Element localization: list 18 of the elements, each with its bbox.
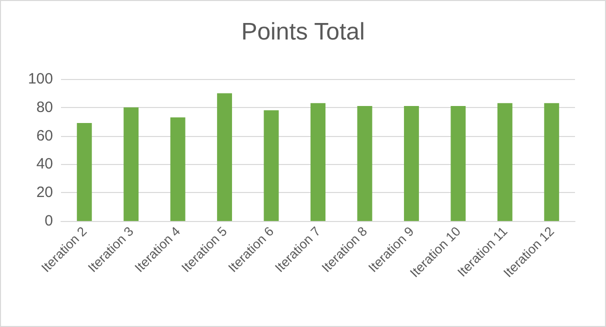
bar xyxy=(170,117,186,221)
bar xyxy=(404,106,419,221)
y-tick-label: 0 xyxy=(44,212,53,230)
y-tick-label: 100 xyxy=(28,70,53,88)
bar xyxy=(217,93,232,221)
y-tick-label: 80 xyxy=(36,98,53,116)
chart-title: Points Total xyxy=(241,18,365,46)
y-tick-label: 20 xyxy=(36,184,53,202)
bar xyxy=(450,106,466,221)
bar xyxy=(264,110,279,221)
bar xyxy=(124,107,139,221)
bar xyxy=(497,103,512,221)
bar xyxy=(544,103,560,221)
y-tick-label: 40 xyxy=(36,156,53,173)
bar xyxy=(357,106,372,221)
y-tick-label: 60 xyxy=(36,127,53,144)
bar xyxy=(310,103,326,221)
bar xyxy=(76,123,92,221)
